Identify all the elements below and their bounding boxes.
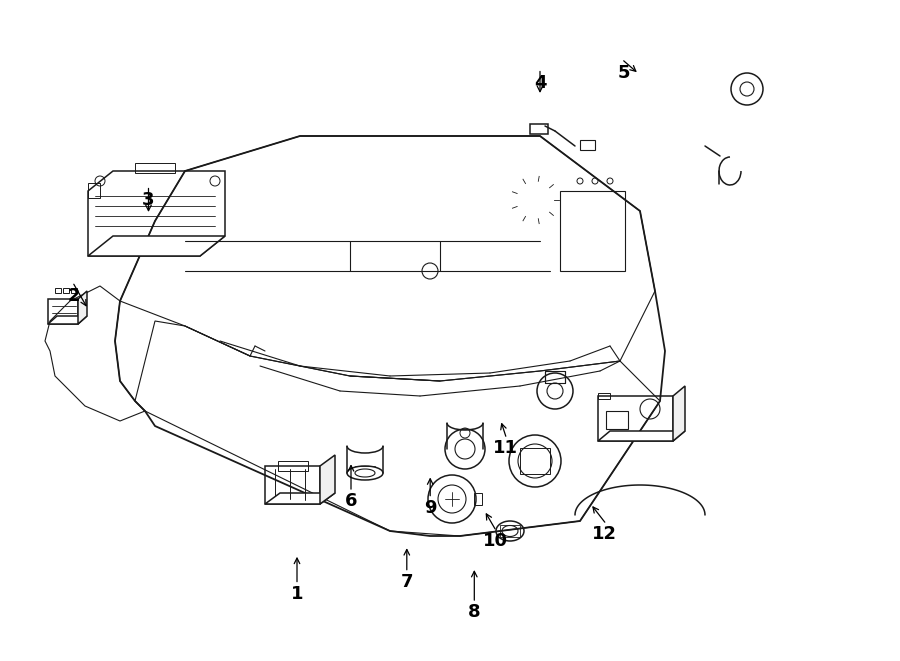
Bar bbox=[278, 461, 308, 471]
Bar bbox=[71, 288, 77, 293]
Polygon shape bbox=[673, 386, 685, 441]
Polygon shape bbox=[88, 236, 225, 256]
Bar bbox=[500, 525, 520, 537]
Polygon shape bbox=[48, 316, 87, 324]
Bar bbox=[88, 183, 100, 198]
Bar bbox=[606, 411, 628, 429]
Bar bbox=[580, 140, 595, 150]
Bar bbox=[545, 371, 565, 383]
Text: 8: 8 bbox=[468, 603, 481, 621]
Text: 5: 5 bbox=[617, 64, 630, 82]
Polygon shape bbox=[598, 431, 685, 441]
Bar bbox=[598, 393, 610, 399]
Text: 9: 9 bbox=[424, 499, 436, 517]
Bar bbox=[48, 299, 78, 324]
Text: 6: 6 bbox=[345, 492, 357, 510]
Bar bbox=[560, 191, 625, 271]
Polygon shape bbox=[265, 493, 335, 504]
Polygon shape bbox=[320, 455, 335, 504]
Text: 7: 7 bbox=[400, 573, 413, 591]
Bar bbox=[474, 493, 482, 505]
Text: 4: 4 bbox=[534, 75, 546, 93]
Bar bbox=[520, 448, 550, 474]
Text: 2: 2 bbox=[68, 288, 80, 305]
Text: 1: 1 bbox=[291, 585, 303, 603]
Bar bbox=[63, 288, 69, 293]
Bar bbox=[135, 163, 175, 173]
Bar bbox=[598, 396, 673, 441]
Bar bbox=[55, 288, 61, 293]
Bar bbox=[265, 466, 320, 504]
Text: 12: 12 bbox=[592, 525, 617, 543]
Polygon shape bbox=[78, 291, 87, 324]
Bar bbox=[530, 124, 548, 134]
Text: 10: 10 bbox=[482, 532, 508, 550]
Text: 3: 3 bbox=[142, 192, 155, 210]
Text: 11: 11 bbox=[493, 440, 518, 457]
